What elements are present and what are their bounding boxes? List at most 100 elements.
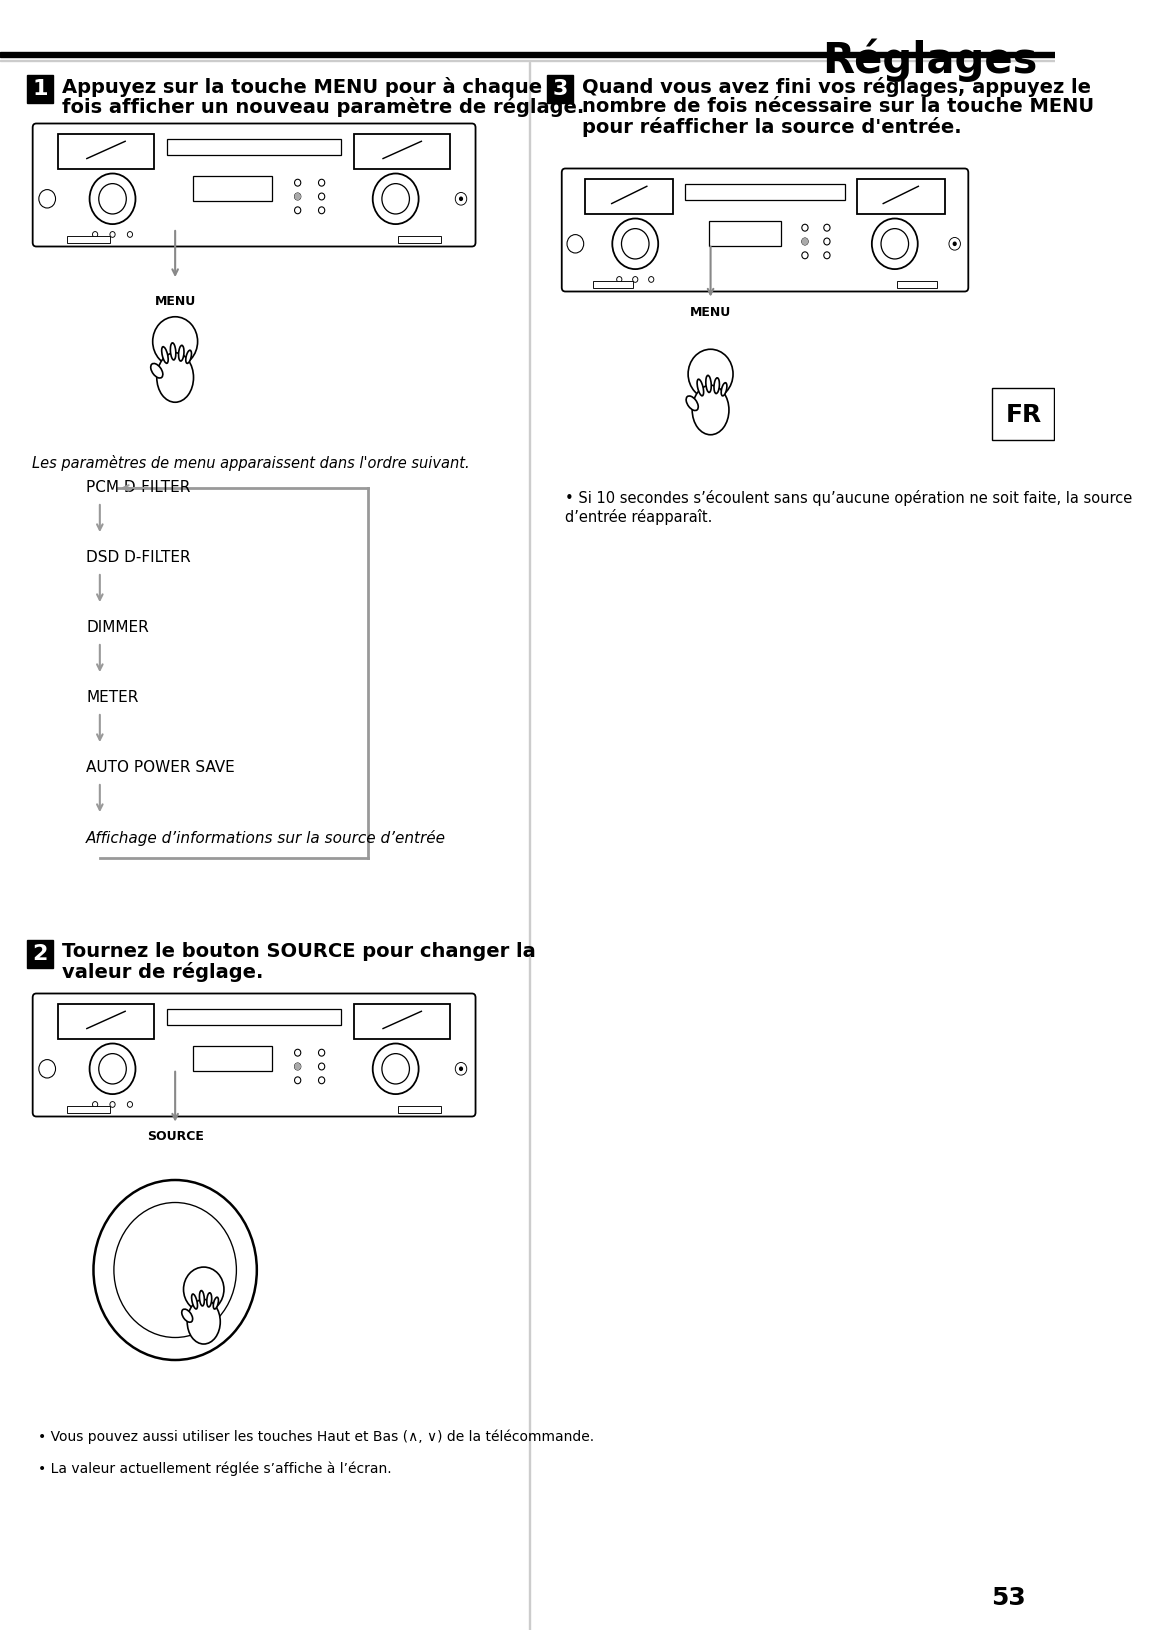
- Bar: [167, 1009, 341, 1025]
- Ellipse shape: [192, 1294, 198, 1309]
- Circle shape: [294, 1063, 301, 1069]
- Circle shape: [319, 192, 324, 200]
- Text: Réglages: Réglages: [822, 37, 1037, 82]
- FancyBboxPatch shape: [33, 994, 476, 1117]
- Ellipse shape: [692, 385, 729, 435]
- Ellipse shape: [714, 378, 720, 393]
- Bar: [167, 139, 341, 155]
- Circle shape: [568, 235, 584, 253]
- Circle shape: [294, 1050, 301, 1056]
- Bar: [398, 236, 442, 243]
- Circle shape: [459, 197, 463, 200]
- Circle shape: [952, 241, 957, 246]
- Text: DIMMER: DIMMER: [86, 619, 149, 636]
- Circle shape: [621, 228, 649, 259]
- Text: MENU: MENU: [690, 305, 732, 318]
- Circle shape: [649, 277, 654, 282]
- Bar: [992, 388, 1054, 440]
- Bar: [355, 1004, 450, 1038]
- Bar: [529, 62, 530, 1630]
- Circle shape: [184, 1267, 224, 1312]
- Circle shape: [823, 225, 830, 231]
- Circle shape: [99, 1053, 127, 1084]
- Circle shape: [38, 1060, 56, 1077]
- Text: AUTO POWER SAVE: AUTO POWER SAVE: [86, 760, 235, 774]
- Bar: [355, 134, 450, 170]
- Circle shape: [294, 207, 301, 214]
- Text: 53: 53: [991, 1586, 1026, 1610]
- Circle shape: [381, 184, 409, 214]
- Circle shape: [99, 184, 127, 214]
- Circle shape: [633, 277, 637, 282]
- Circle shape: [801, 238, 808, 244]
- Text: pour réafficher la source d'entrée.: pour réafficher la source d'entrée.: [582, 117, 962, 137]
- Circle shape: [823, 238, 830, 244]
- Ellipse shape: [686, 396, 698, 411]
- Text: METER: METER: [86, 689, 138, 706]
- Circle shape: [381, 1053, 409, 1084]
- Text: Les paramètres de menu apparaissent dans l'ordre suivant.: Les paramètres de menu apparaissent dans…: [31, 455, 470, 471]
- Text: 2: 2: [33, 944, 48, 963]
- Bar: [897, 280, 936, 287]
- Text: Tournez le bouton SOURCE pour changer la: Tournez le bouton SOURCE pour changer la: [62, 942, 535, 962]
- Ellipse shape: [187, 1299, 220, 1345]
- Circle shape: [152, 316, 198, 367]
- Circle shape: [90, 1043, 136, 1094]
- Ellipse shape: [181, 1309, 193, 1322]
- Circle shape: [801, 253, 808, 259]
- Ellipse shape: [170, 342, 176, 360]
- Ellipse shape: [697, 380, 704, 396]
- Text: 3: 3: [552, 78, 568, 99]
- Circle shape: [294, 179, 301, 186]
- Bar: [398, 1105, 442, 1113]
- Text: Appuyez sur la touche MENU pour à chaque: Appuyez sur la touche MENU pour à chaque: [62, 77, 542, 98]
- Circle shape: [319, 1050, 324, 1056]
- Text: fois afficher un nouveau paramètre de réglage.: fois afficher un nouveau paramètre de ré…: [62, 98, 584, 117]
- Text: Affichage d’informations sur la source d’entrée: Affichage d’informations sur la source d…: [86, 830, 447, 846]
- Ellipse shape: [706, 375, 712, 393]
- Circle shape: [90, 173, 136, 223]
- Ellipse shape: [162, 347, 169, 363]
- Text: SOURCE: SOURCE: [147, 1131, 204, 1144]
- Circle shape: [110, 231, 115, 238]
- Circle shape: [93, 1102, 98, 1107]
- Bar: [709, 220, 782, 246]
- Text: MENU: MENU: [155, 295, 195, 308]
- Text: valeur de réglage.: valeur de réglage.: [62, 962, 263, 981]
- Ellipse shape: [186, 350, 192, 363]
- Circle shape: [455, 192, 466, 205]
- Circle shape: [93, 1180, 257, 1359]
- Bar: [0, 52, 1056, 57]
- Circle shape: [616, 277, 622, 282]
- Circle shape: [114, 1203, 236, 1338]
- Circle shape: [294, 192, 301, 200]
- Bar: [585, 179, 673, 214]
- Circle shape: [688, 349, 733, 399]
- Ellipse shape: [199, 1291, 205, 1306]
- Text: • Vous pouvez aussi utiliser les touches Haut et Bas (∧, ∨) de la télécommande.: • Vous pouvez aussi utiliser les touches…: [38, 1430, 594, 1444]
- Bar: [193, 176, 271, 200]
- Text: Quand vous avez fini vos réglages, appuyez le: Quand vous avez fini vos réglages, appuy…: [582, 77, 1091, 98]
- Circle shape: [801, 225, 808, 231]
- Text: DSD D-FILTER: DSD D-FILTER: [86, 549, 191, 566]
- Circle shape: [319, 1063, 324, 1069]
- Circle shape: [38, 189, 56, 209]
- Circle shape: [127, 1102, 133, 1107]
- Bar: [857, 179, 944, 214]
- Bar: [593, 280, 634, 287]
- Ellipse shape: [721, 383, 727, 396]
- Ellipse shape: [207, 1293, 212, 1307]
- Ellipse shape: [157, 352, 193, 403]
- Text: FR: FR: [1006, 403, 1042, 427]
- Bar: [66, 1105, 110, 1113]
- Circle shape: [319, 1077, 324, 1084]
- Circle shape: [294, 1077, 301, 1084]
- Bar: [58, 1004, 154, 1038]
- Circle shape: [372, 1043, 419, 1094]
- Text: nombre de fois nécessaire sur la touche MENU: nombre de fois nécessaire sur la touche …: [582, 98, 1094, 116]
- Circle shape: [110, 1102, 115, 1107]
- Circle shape: [882, 228, 908, 259]
- Circle shape: [801, 238, 808, 244]
- Circle shape: [319, 207, 324, 214]
- Circle shape: [949, 238, 961, 249]
